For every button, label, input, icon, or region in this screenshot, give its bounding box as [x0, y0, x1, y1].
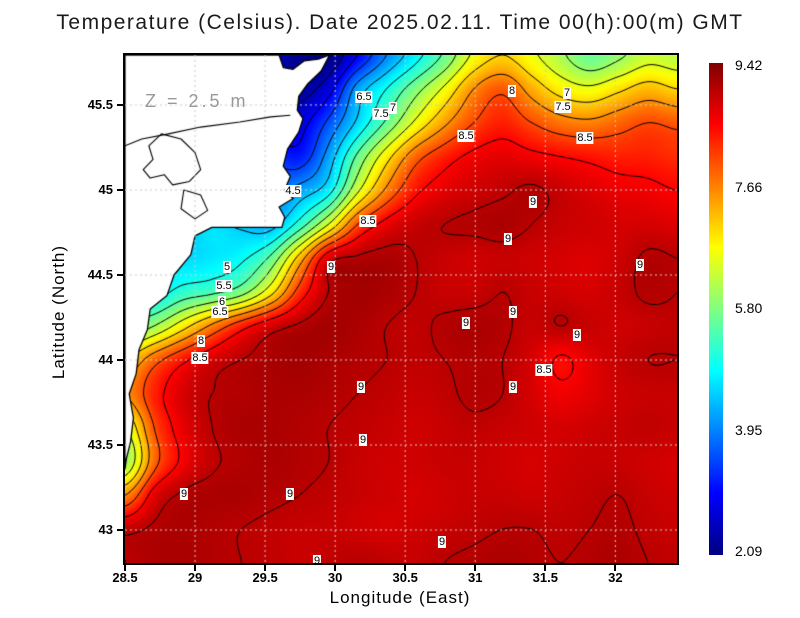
contour-label: 8.5: [576, 132, 594, 144]
contour-label: 9: [312, 555, 322, 565]
contour-label: 7.5: [372, 108, 390, 120]
x-tick-mark: [544, 565, 547, 571]
y-axis-title: Latitude (North): [49, 244, 68, 380]
x-tick-mark: [194, 565, 197, 571]
y-tick-label: 44.5: [87, 266, 113, 282]
contour-label: 9: [503, 233, 513, 245]
contour-label: 8.5: [535, 364, 553, 376]
contour-label: 9: [358, 434, 368, 446]
contour-label: 9: [461, 317, 471, 329]
y-tick-mark: [117, 358, 123, 361]
contour-label: 4.5: [284, 185, 302, 197]
contour-label: 8.5: [191, 352, 209, 364]
colorbar-tick-label: 2.09: [735, 543, 763, 559]
y-tick-mark: [117, 443, 123, 446]
colorbar-tick-label: 3.95: [735, 421, 763, 438]
y-tick-label: 43.5: [87, 436, 113, 452]
map-plot-area: Z = 2.5 m 6.5 7 7.5 8 7 7.5 8.5 8.5 4.5 8.5 9 9 5 9 9 5…: [123, 53, 679, 565]
y-tick-mark: [117, 528, 123, 531]
contour-label: 9: [528, 196, 538, 208]
x-tick-mark: [474, 565, 477, 571]
x-tick-label: 32: [608, 570, 623, 585]
contour-label: 7: [562, 87, 572, 99]
contour-label: 9: [179, 488, 189, 500]
contour-label: 9: [437, 536, 447, 548]
x-tick-label: 29: [187, 570, 203, 585]
depth-annotation: Z = 2.5 m: [145, 91, 249, 111]
x-tick-label: 31: [468, 570, 483, 585]
y-tick-mark: [117, 103, 123, 106]
x-tick-mark: [264, 565, 267, 571]
y-tick-label: 45.5: [87, 96, 113, 112]
contour-label: 9: [635, 259, 645, 271]
contour-label: 9: [356, 381, 366, 393]
x-tick-mark: [334, 565, 337, 571]
x-tick-label: 30: [327, 570, 343, 585]
temperature-field-canvas: [125, 55, 677, 563]
colorbar: [709, 63, 723, 555]
x-tick-mark: [404, 565, 407, 571]
y-tick-label: 45: [98, 181, 113, 197]
x-tick-label: 28.5: [112, 570, 138, 585]
colorbar-tick-label: 5.80: [735, 300, 763, 316]
y-tick-mark: [117, 188, 123, 191]
colorbar-tick-label: 9.42: [735, 57, 763, 73]
contour-label: 8.5: [457, 130, 475, 142]
x-tick-label: 31.5: [532, 570, 558, 585]
contour-label: 9: [508, 306, 518, 318]
y-tick-label: 44: [98, 351, 113, 367]
contour-label: 6.5: [211, 306, 229, 318]
contour-label: 7: [388, 102, 398, 114]
contour-label: 7.5: [554, 101, 572, 113]
colorbar-tick-label: 7.66: [735, 178, 763, 195]
x-tick-mark: [614, 565, 617, 571]
y-tick-label: 43: [98, 521, 113, 537]
x-tick-label: 29.5: [252, 570, 278, 585]
figure-title: Temperature (Celsius). Date 2025.02.11. …: [56, 11, 744, 34]
contour-label: 8: [196, 335, 206, 347]
contour-label: 8: [507, 85, 517, 97]
x-tick-label: 30.5: [392, 570, 418, 585]
contour-label: 8.5: [359, 215, 377, 227]
contour-label: 6: [217, 296, 227, 308]
contour-label: 9: [572, 329, 582, 341]
contour-label: 9: [508, 381, 518, 393]
contour-label: 6.5: [355, 91, 373, 103]
y-tick-mark: [117, 273, 123, 276]
contour-label: 9: [326, 261, 336, 273]
x-tick-mark: [124, 565, 126, 571]
x-axis-title: Longitude (East): [329, 588, 471, 607]
contour-label: 5: [222, 261, 232, 273]
contour-label: 5.5: [215, 280, 233, 292]
contour-label: 9: [285, 488, 295, 500]
